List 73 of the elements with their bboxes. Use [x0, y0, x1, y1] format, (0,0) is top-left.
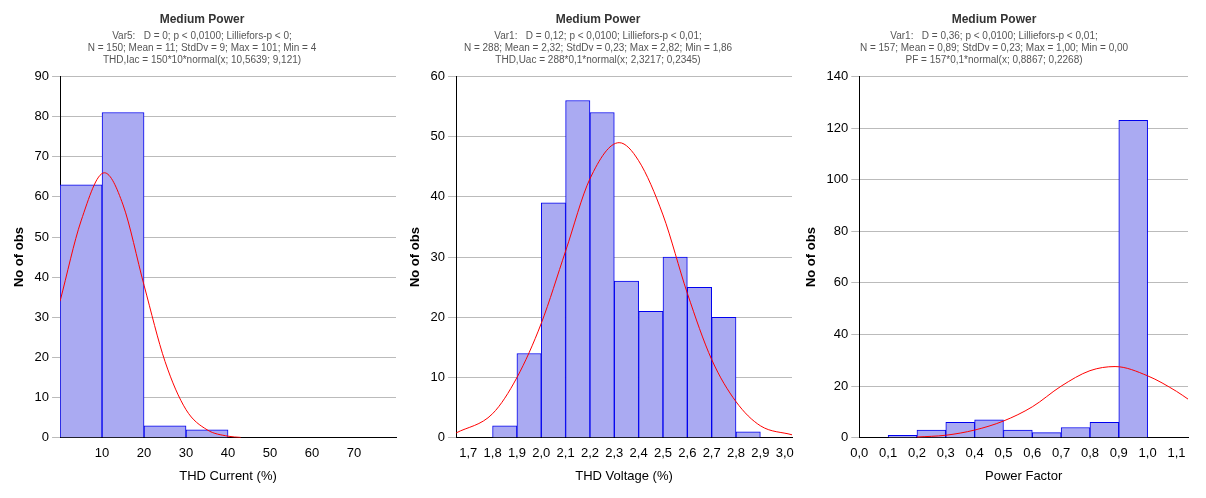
text: THD,Uac = 288*0,1*normal(x; 2,3217; 0,2345) — [495, 54, 701, 66]
y-tick-label: 40 — [34, 268, 50, 284]
y-tick-label: 20 — [34, 349, 50, 365]
x-tick-label: 2,4 — [629, 445, 648, 461]
chart-title: Medium Power — [555, 11, 641, 26]
y-tick-label: 80 — [833, 222, 849, 238]
x-tick-label: 0,0 — [850, 445, 869, 461]
x-tick-label: 2,2 — [580, 445, 599, 461]
x-tick-label: 30 — [178, 445, 194, 461]
x-tick-label: 70 — [346, 445, 362, 461]
x-axis-title: THD Voltage (%) — [575, 467, 673, 483]
y-tick-label: 0 — [41, 429, 50, 445]
x-tick-label: 0,6 — [1023, 445, 1042, 461]
x-tick-label: 0,9 — [1109, 445, 1128, 461]
y-tick-label: 20 — [430, 308, 446, 324]
x-tick-label: 20 — [136, 445, 152, 461]
x-axis-title: THD Current (%) — [179, 467, 277, 483]
text: THD,Iac = 150*10*normal(x; 10,5639; 9,121) — [102, 54, 302, 66]
text: PF = 157*0,1*normal(x; 0,8867; 0,2268) — [905, 54, 1083, 66]
x-tick-label: 2,7 — [702, 445, 721, 461]
x-tick-label: 0,8 — [1080, 445, 1099, 461]
x-tick-label: 2,9 — [751, 445, 770, 461]
x-tick-label: 0,5 — [994, 445, 1013, 461]
chart-title: Medium Power — [951, 11, 1037, 26]
y-tick-label: 60 — [430, 67, 446, 83]
y-tick-label: 0 — [437, 429, 446, 445]
y-tick-label: 10 — [430, 369, 446, 385]
x-tick-label: 2,1 — [556, 445, 575, 461]
x-tick-label: 0,1 — [879, 445, 898, 461]
y-tick-label: 40 — [430, 188, 446, 204]
x-tick-label: 1,1 — [1167, 445, 1186, 461]
y-axis-title: No of obs — [803, 227, 819, 288]
x-tick-label: 40 — [220, 445, 236, 461]
y-tick-label: 70 — [34, 148, 50, 164]
x-tick-label: 1,9 — [507, 445, 526, 461]
y-tick-label: 20 — [833, 377, 849, 393]
x-tick-label: 1,7 — [459, 445, 478, 461]
y-tick-label: 50 — [34, 228, 50, 244]
x-tick-label: 1,0 — [1138, 445, 1157, 461]
y-tick-label: 100 — [826, 171, 849, 187]
chart-subtitle: Var5: D = 0; p < 0,0100; Lilliefors-p < 0; N = 150; Mean = 11; StdDv = 9; Max = 101; Min = 4 — [87, 30, 317, 54]
x-tick-label: 60 — [304, 445, 320, 461]
x-tick-label: 0,2 — [907, 445, 926, 461]
y-tick-label: 50 — [430, 128, 446, 144]
y-axis-title: No of obs — [11, 227, 27, 288]
y-tick-label: 60 — [34, 188, 50, 204]
x-tick-label: 2,0 — [532, 445, 551, 461]
x-tick-label: 2,6 — [678, 445, 697, 461]
x-axis-title: Power Factor — [984, 467, 1063, 483]
chart-subtitle: Var1: D = 0,36; p < 0,0100; Lilliefors-p < 0,01; N = 157; Mean = 0,89; StdDv = 0,23; Max = 1,00; Min = 0,00 — [859, 30, 1129, 54]
y-tick-label: 30 — [430, 248, 446, 264]
y-tick-label: 10 — [34, 389, 50, 405]
x-tick-label: 0,4 — [965, 445, 984, 461]
y-tick-label: 80 — [34, 108, 50, 124]
y-tick-label: 30 — [34, 308, 50, 324]
y-axis-title: No of obs — [407, 227, 423, 288]
y-tick-label: 40 — [833, 326, 849, 342]
chart-title: Medium Power — [159, 11, 245, 26]
x-tick-label: 2,3 — [605, 445, 624, 461]
y-tick-label: 0 — [841, 429, 849, 445]
x-tick-label: 3,0 — [775, 445, 794, 461]
y-tick-label: 120 — [826, 119, 849, 135]
x-tick-label: 10 — [94, 445, 110, 461]
y-tick-label: 140 — [826, 67, 849, 83]
x-tick-label: 2,8 — [726, 445, 746, 461]
x-tick-label: 0,3 — [936, 445, 955, 461]
chart-subtitle: Var1: D = 0,12; p < 0,0100; Lilliefors-p < 0,01; N = 288; Mean = 2,32; StdDv = 0,23; Max = 2,82; Min = 1,86 — [463, 30, 733, 54]
x-tick-label: 1,8 — [483, 445, 502, 461]
x-tick-label: 50 — [262, 445, 278, 461]
x-tick-label: 0,7 — [1052, 445, 1071, 461]
x-tick-label: 2,5 — [653, 445, 673, 461]
y-tick-label: 90 — [34, 67, 50, 83]
y-tick-label: 60 — [833, 274, 849, 290]
